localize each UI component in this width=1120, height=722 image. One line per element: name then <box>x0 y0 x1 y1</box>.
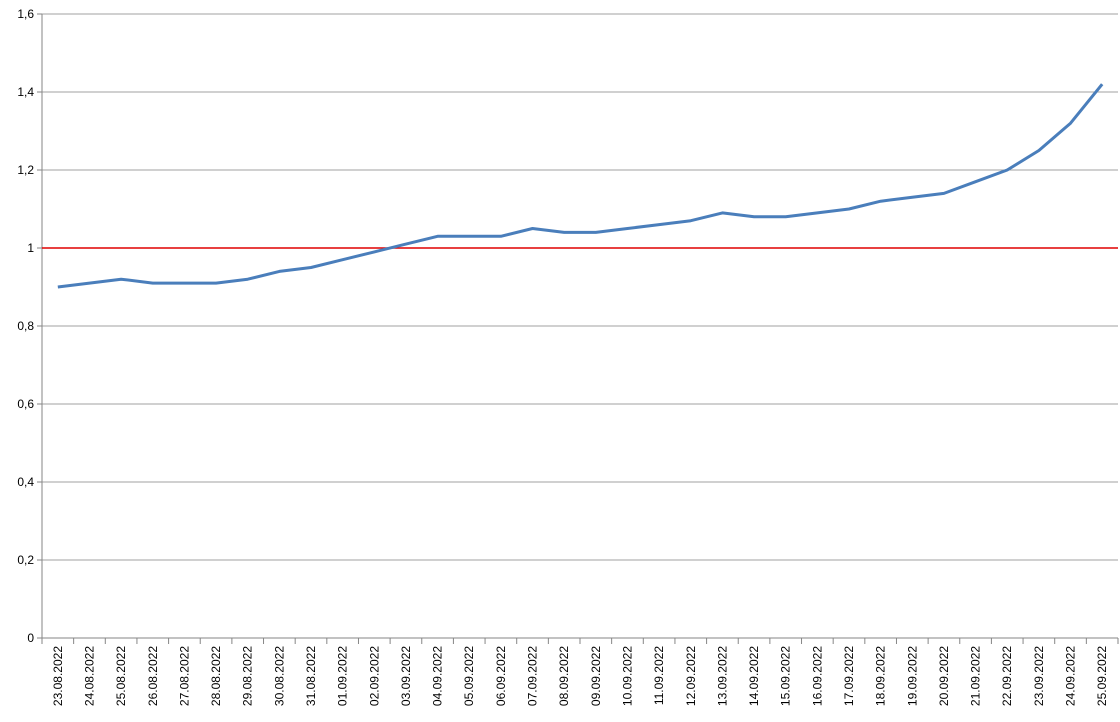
x-tick-label: 14.09.2022 <box>747 646 761 706</box>
x-tick-label: 25.08.2022 <box>114 646 128 706</box>
x-tick-label: 04.09.2022 <box>431 646 445 706</box>
x-tick-label: 24.08.2022 <box>82 646 96 706</box>
y-tick-label: 1,6 <box>17 7 34 21</box>
x-tick-label: 05.09.2022 <box>462 646 476 706</box>
y-tick-label: 0,2 <box>17 553 34 567</box>
x-tick-label: 24.09.2022 <box>1064 646 1078 706</box>
y-tick-label: 1,2 <box>17 163 34 177</box>
x-tick-label: 11.09.2022 <box>652 646 666 705</box>
y-tick-label: 0,4 <box>17 475 34 489</box>
x-tick-label: 08.09.2022 <box>557 646 571 706</box>
x-tick-label: 31.08.2022 <box>304 646 318 706</box>
y-tick-label: 0,6 <box>17 397 34 411</box>
x-tick-label: 07.09.2022 <box>526 646 540 706</box>
y-tick-label: 1 <box>27 241 34 255</box>
x-tick-label: 10.09.2022 <box>620 646 634 706</box>
x-tick-label: 28.08.2022 <box>209 646 223 706</box>
y-tick-label: 1,4 <box>17 85 34 99</box>
x-tick-label: 18.09.2022 <box>874 646 888 706</box>
x-tick-label: 12.09.2022 <box>684 646 698 706</box>
x-tick-label: 02.09.2022 <box>367 646 381 706</box>
x-tick-label: 25.09.2022 <box>1095 646 1109 706</box>
x-tick-label: 26.08.2022 <box>146 646 160 706</box>
x-tick-label: 19.09.2022 <box>905 646 919 706</box>
x-tick-label: 27.08.2022 <box>177 646 191 706</box>
y-tick-label: 0 <box>27 631 34 645</box>
x-tick-label: 23.09.2022 <box>1032 646 1046 706</box>
x-tick-label: 17.09.2022 <box>842 646 856 706</box>
series-line <box>57 83 1104 289</box>
x-tick-label: 09.09.2022 <box>589 646 603 706</box>
x-tick-label: 03.09.2022 <box>399 646 413 706</box>
x-tick-label: 15.09.2022 <box>779 646 793 706</box>
x-tick-label: 13.09.2022 <box>715 646 729 706</box>
x-tick-label: 23.08.2022 <box>51 646 65 706</box>
x-tick-label: 01.09.2022 <box>336 646 350 706</box>
x-tick-label: 30.08.2022 <box>272 646 286 706</box>
y-tick-label: 0,8 <box>17 319 34 333</box>
x-tick-label: 21.09.2022 <box>969 646 983 706</box>
x-tick-label: 29.08.2022 <box>241 646 255 706</box>
x-tick-label: 22.09.2022 <box>1000 646 1014 706</box>
x-tick-label: 16.09.2022 <box>810 646 824 706</box>
x-tick-label: 06.09.2022 <box>494 646 508 706</box>
x-tick-label: 20.09.2022 <box>937 646 951 706</box>
